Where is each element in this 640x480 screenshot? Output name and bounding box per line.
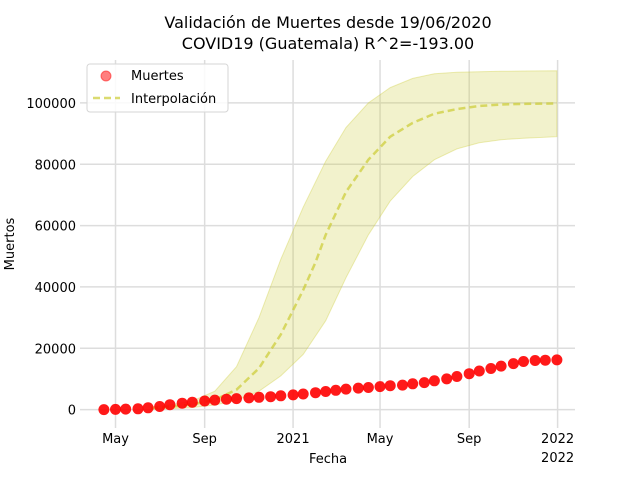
- y-tick-label: 80000: [35, 158, 76, 173]
- x-tick-sublabel: 2022: [541, 451, 574, 466]
- deaths-point: [243, 392, 255, 404]
- deaths-point: [352, 382, 364, 394]
- deaths-point: [485, 363, 497, 374]
- x-axis-label: Fecha: [309, 452, 347, 467]
- deaths-point: [507, 358, 519, 370]
- deaths-point: [265, 391, 277, 403]
- legend-deaths-marker: [100, 70, 112, 82]
- legend-box: [86, 63, 229, 113]
- legend: Muertes Interpolación: [86, 63, 229, 113]
- deaths-point: [463, 368, 475, 380]
- deaths-point: [362, 382, 374, 393]
- deaths-points: [98, 354, 563, 416]
- x-tick-label: Sep: [457, 432, 482, 447]
- deaths-point: [231, 393, 242, 405]
- x-tick-label: May: [367, 432, 394, 447]
- deaths-point: [209, 394, 221, 406]
- deaths-point: [451, 371, 463, 382]
- deaths-point: [310, 387, 321, 399]
- interpolation-band: [150, 70, 558, 410]
- y-tick-label: 100000: [26, 97, 76, 112]
- deaths-point: [441, 373, 453, 385]
- deaths-point: [199, 395, 211, 407]
- deaths-point: [287, 389, 299, 401]
- deaths-point: [397, 379, 408, 391]
- deaths-point: [539, 354, 551, 366]
- y-tick-label: 40000: [35, 281, 76, 296]
- y-axis-ticks: 0 20000 40000 60000 80000 100000: [26, 97, 76, 419]
- deaths-point: [154, 401, 166, 412]
- deaths-point: [275, 390, 287, 402]
- deaths-point: [320, 386, 332, 397]
- x-tick-label: 2022: [541, 432, 574, 447]
- deaths-point: [164, 399, 176, 411]
- deaths-point: [132, 403, 144, 415]
- deaths-point: [418, 377, 430, 389]
- deaths-point: [495, 360, 507, 372]
- deaths-point: [186, 396, 198, 408]
- deaths-point: [407, 378, 419, 390]
- x-tick-label: 2021: [277, 432, 310, 447]
- deaths-point: [384, 380, 396, 392]
- deaths-point: [518, 356, 529, 367]
- deaths-point: [297, 388, 309, 400]
- deaths-point: [142, 402, 154, 414]
- x-tick-label: May: [102, 432, 129, 447]
- x-axis-ticks: May Sep 2021 May Sep 2022 2022: [102, 432, 574, 466]
- chart-title-line-2: COVID19 (Guatemala) R^2=-193.00: [182, 34, 474, 53]
- interpolation-confidence-band: [150, 70, 558, 410]
- legend-deaths-label: Muertes: [131, 69, 184, 84]
- deaths-point: [529, 355, 541, 366]
- deaths-point: [551, 354, 563, 366]
- deaths-point: [473, 365, 485, 377]
- y-tick-label: 20000: [35, 342, 76, 357]
- deaths-point: [253, 391, 265, 403]
- deaths-point: [98, 404, 110, 416]
- deaths-point: [374, 381, 386, 393]
- y-tick-label: 0: [68, 404, 76, 419]
- deaths-point: [110, 403, 121, 415]
- chart-title-line-1: Validación de Muertes desde 19/06/2020: [164, 13, 491, 32]
- deaths-point: [428, 375, 440, 387]
- deaths-point: [120, 403, 132, 415]
- deaths-point: [330, 384, 342, 396]
- y-axis-label: Muertos: [3, 217, 18, 270]
- y-tick-label: 60000: [35, 220, 76, 235]
- x-tick-label: Sep: [192, 432, 217, 447]
- deaths-point: [340, 383, 352, 395]
- legend-interpolation-label: Interpolación: [131, 92, 216, 107]
- deaths-point: [176, 397, 188, 409]
- deaths-point: [220, 393, 232, 405]
